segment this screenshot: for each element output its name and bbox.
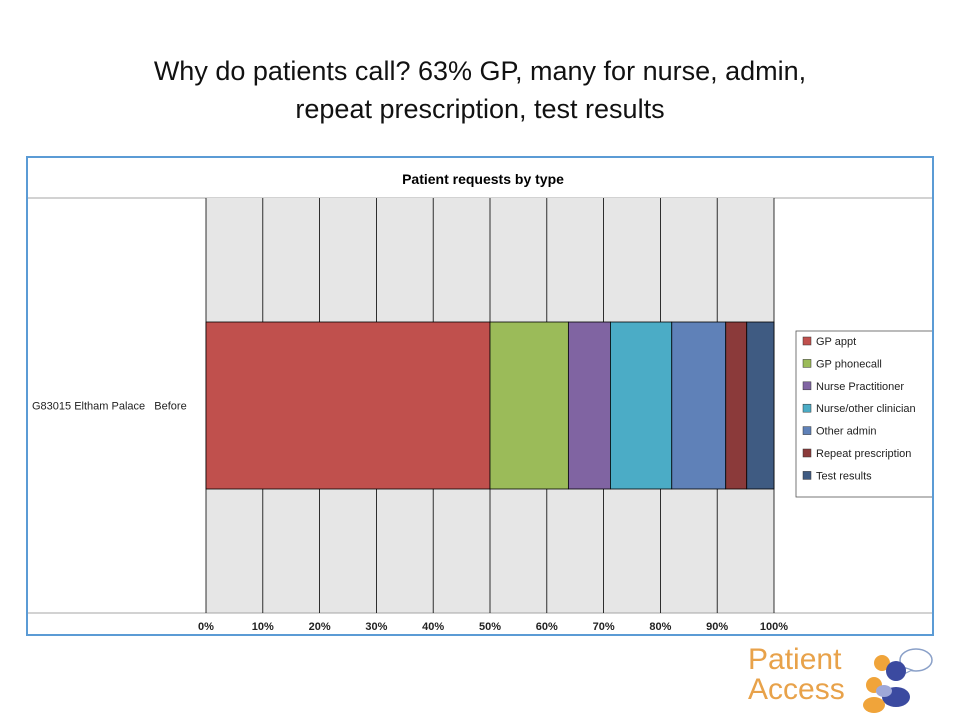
legend-swatch <box>802 381 812 391</box>
legend-entry: Nurse/other clinician <box>816 403 916 415</box>
logo-line-1: Patient <box>748 643 842 676</box>
logo-text: Patient Access <box>748 645 845 705</box>
legend-entry: Other admin <box>816 426 877 438</box>
legend-swatch <box>802 426 812 435</box>
bar-segment <box>610 321 673 490</box>
slide-title: Why do patients call? 63% GP, many for n… <box>0 52 960 128</box>
x-tick-label: 50% <box>479 621 501 633</box>
legend-swatch <box>802 471 812 480</box>
chart-frame: Patient requests by type 0% 10% 20% 30% 40% 5… <box>26 156 934 636</box>
legend-entry: GP appt <box>816 336 856 348</box>
logo-line-2: Access <box>748 673 845 706</box>
x-tick-label: 30% <box>365 621 387 633</box>
legend: GP appt GP phonecall Nurse Practitioner Nur… <box>795 330 932 498</box>
plot-area: 0% 10% 20% 30% 40% 50% 60% 70% 80% 90% 100% G83015 … <box>28 198 932 633</box>
legend-entry: GP phonecall <box>816 358 882 370</box>
x-tick-label: 10% <box>252 621 274 633</box>
bar-segment <box>671 321 727 490</box>
legend-entry: Nurse Practitioner <box>816 381 904 393</box>
slide-title-line-2: repeat prescription, test results <box>295 94 665 124</box>
legend-swatch <box>802 448 812 458</box>
x-tick-label: 90% <box>706 621 728 633</box>
people-speech-icon <box>863 648 933 713</box>
x-tick-label: 40% <box>422 621 444 633</box>
bar-segment <box>489 321 569 490</box>
category-label: G83015 Eltham Palace Before <box>32 401 187 413</box>
bar-segment <box>746 321 775 490</box>
x-tick-label: 100% <box>760 621 788 633</box>
x-tick-label: 70% <box>593 621 615 633</box>
x-tick-label: 0% <box>198 621 214 633</box>
slide-title-line-1: Why do patients call? 63% GP, many for n… <box>153 56 807 86</box>
legend-swatch <box>802 336 812 346</box>
patient-access-logo: Patient Access <box>748 645 948 715</box>
bar-segment <box>205 321 491 490</box>
legend-swatch <box>802 359 812 368</box>
patient-requests-chart: Patient requests by type 0% 10% 20% 30% 40% 5… <box>28 171 932 633</box>
x-tick-label: 80% <box>649 621 671 633</box>
chart-title: Patient requests by type <box>402 171 564 187</box>
legend-box <box>795 330 932 498</box>
x-tick-label: 20% <box>309 621 331 633</box>
bar-segment <box>567 321 611 490</box>
bar-segment <box>725 321 748 490</box>
legend-entry: Test results <box>816 470 872 482</box>
legend-entry: Repeat prescription <box>816 448 911 460</box>
x-tick-label: 60% <box>536 621 558 633</box>
legend-swatch <box>802 403 812 413</box>
